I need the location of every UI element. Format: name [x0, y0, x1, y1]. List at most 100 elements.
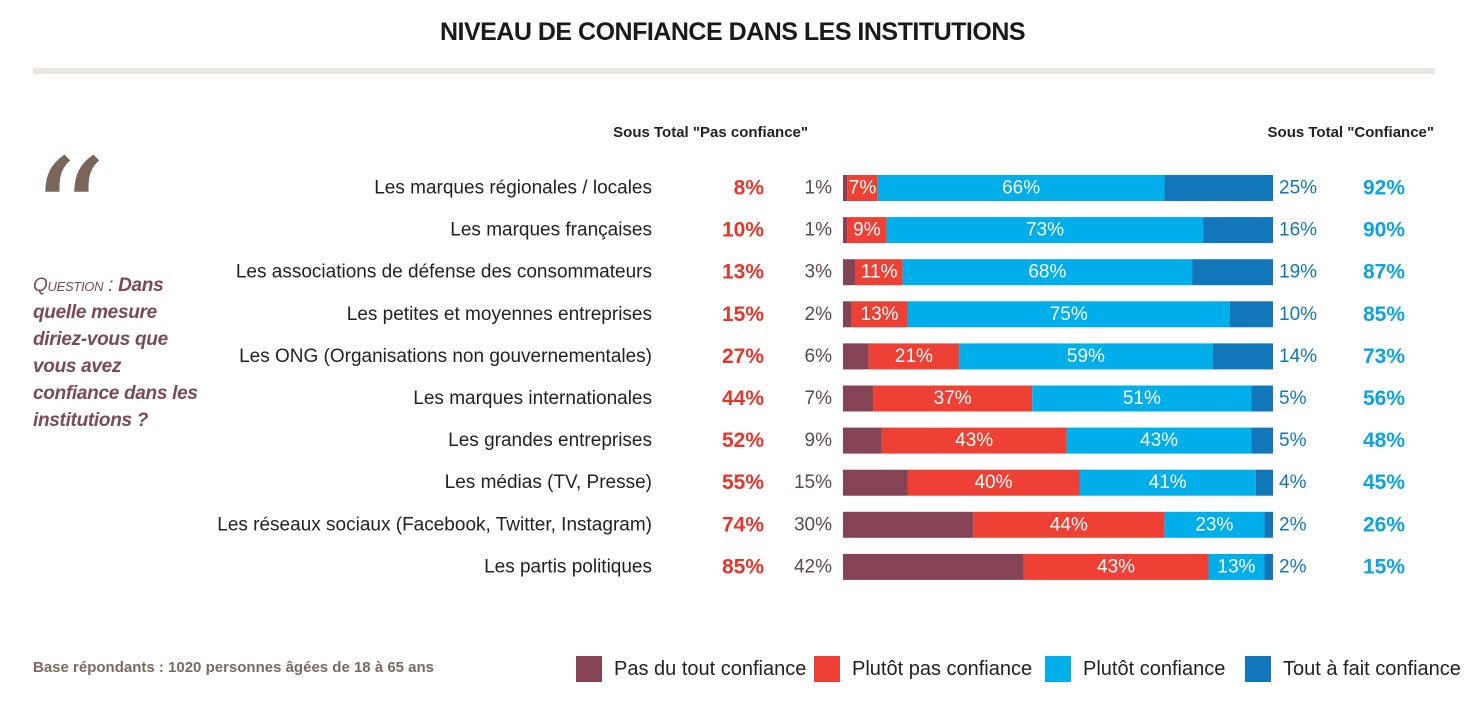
pas-du-tout-value-label: 2% [805, 304, 833, 325]
legend-label: Pas du tout confiance [614, 657, 807, 680]
category-label: Les partis politiques [484, 556, 652, 577]
bar-data-label: 23% [1195, 514, 1233, 535]
bar-segment-pas-du-tout [843, 175, 848, 201]
subtotal-confiance-value: 26% [1363, 513, 1405, 536]
subtotal-confiance-value: 90% [1363, 219, 1405, 242]
pas-du-tout-value-label: 6% [805, 346, 833, 367]
bar-segment-tout-a-fait [1164, 175, 1273, 201]
legend-swatch [1245, 656, 1271, 682]
subtotal-pas-confiance-value: 52% [722, 429, 764, 452]
bar-segment-plutot-pas [847, 217, 887, 244]
bar-data-label: 75% [1050, 304, 1088, 325]
bar-segment-plutot-pas [855, 259, 903, 286]
tout-a-fait-value-label: 14% [1279, 346, 1317, 367]
legend-swatch [814, 656, 840, 682]
bar-segment-tout-a-fait [1264, 553, 1273, 580]
bar-segment-plutot [886, 217, 1204, 244]
bar-data-label: 51% [1123, 388, 1161, 409]
bar-segment-plutot [1208, 553, 1265, 580]
bar-segment-tout-a-fait [1251, 385, 1273, 412]
tout-a-fait-value-label: 10% [1279, 304, 1317, 325]
category-label: Les marques internationales [413, 388, 652, 409]
question-block: Question : Dans quelle mesure diriez-vou… [33, 272, 208, 434]
bar-data-label: 7% [849, 178, 877, 199]
legend-label: Plutôt pas confiance [852, 657, 1033, 680]
subtotal-pas-confiance-value: 10% [722, 219, 764, 242]
bar-data-label: 11% [861, 262, 898, 283]
bar-segment-pas-du-tout [843, 511, 974, 538]
bar-segment-plutot [902, 259, 1193, 286]
category-label: Les ONG (Organisations non gouvernementa… [239, 346, 652, 367]
tout-a-fait-value-label: 5% [1279, 388, 1307, 409]
bar-segment-plutot [1032, 385, 1252, 412]
bar-segment-plutot-pas [881, 427, 1067, 454]
subtotal-confiance-value: 56% [1363, 387, 1405, 410]
bar-data-label: 13% [861, 304, 899, 325]
category-label: Les grandes entreprises [448, 430, 652, 451]
pas-du-tout-value-label: 15% [794, 472, 832, 493]
bar-segment-pas-du-tout [843, 385, 874, 412]
chart-title: NIVEAU DE CONFIANCE DANS LES INSTITUTION… [439, 18, 1026, 46]
bar-segment-pas-du-tout [843, 259, 856, 286]
footnote: Base répondants : 1020 personnes âgées d… [33, 659, 435, 676]
legend-swatch [576, 656, 602, 682]
subtotal-pas-confiance-value: 27% [722, 345, 764, 368]
pas-du-tout-value-label: 3% [805, 262, 833, 283]
bar-segment-tout-a-fait [1264, 511, 1273, 538]
bar-segment-tout-a-fait [1212, 343, 1273, 370]
legend-item-tout-a-fait: Tout à fait confiance [1245, 655, 1461, 683]
bar-segment-plutot [959, 343, 1213, 370]
subtotal-pas-confiance-value: 13% [722, 261, 764, 284]
bar-segment-plutot-pas [851, 301, 908, 328]
bar-data-label: 37% [934, 388, 972, 409]
bar-data-label: 44% [1050, 514, 1088, 535]
bar-segment-plutot [907, 301, 1230, 328]
subtotal-confiance-value: 73% [1363, 345, 1405, 368]
subtotal-pas-confiance-value: 15% [722, 303, 764, 326]
subtotal-confiance-value: 15% [1363, 555, 1405, 578]
subtotal-confiance-value: 92% [1363, 177, 1405, 200]
pas-du-tout-value-label: 42% [794, 556, 832, 577]
bar-segment-plutot-pas [847, 175, 878, 201]
legend-item-plutot: Plutôt confiance [1045, 655, 1225, 683]
question-text: Dans quelle mesure diriez-vous que vous … [33, 275, 198, 431]
bar-data-label: 43% [1140, 430, 1178, 451]
pas-du-tout-value-label: 7% [805, 388, 833, 409]
legend-item-plutot-pas: Plutôt pas confiance [814, 655, 1032, 683]
bar-segment-plutot [877, 175, 1165, 201]
pas-du-tout-value-label: 30% [794, 514, 832, 535]
stacked-bar-chart: Les marques régionales / locales 8% 7% 66% 1… [217, 175, 1405, 580]
bar-data-label: 73% [1026, 220, 1064, 241]
pas-du-tout-value-label: 9% [805, 430, 833, 451]
question-label: Question : [33, 275, 114, 296]
bar-segment-plutot-pas [873, 385, 1033, 412]
bar-segment-pas-du-tout [843, 217, 848, 244]
tout-a-fait-value-label: 5% [1279, 430, 1307, 451]
legend-item-pas-du-tout: Pas du tout confiance [576, 655, 806, 683]
subtotal-confiance-value: 45% [1363, 471, 1405, 494]
bar-segment-plutot-pas [973, 511, 1165, 538]
bar-segment-plutot [1079, 469, 1256, 496]
pas-du-tout-value-label: 1% [805, 220, 833, 241]
subtotal-pas-confiance-value: 74% [722, 513, 764, 536]
category-label: Les marques françaises [450, 220, 652, 241]
tout-a-fait-value-label: 2% [1279, 556, 1307, 577]
bar-data-label: 66% [1002, 178, 1040, 199]
subtotal-confiance-value: 48% [1363, 429, 1405, 452]
bar-segment-tout-a-fait [1203, 217, 1273, 244]
bar-data-label: 21% [895, 346, 933, 367]
category-label: Les médias (TV, Presse) [445, 472, 652, 493]
tout-a-fait-value-label: 25% [1279, 178, 1317, 199]
subtotal-confiance-value: 87% [1363, 261, 1405, 284]
bar-segment-tout-a-fait [1230, 301, 1273, 328]
bar-data-label: 13% [1217, 556, 1255, 577]
bar-segment-plutot [1066, 427, 1252, 454]
bar-data-label: 40% [974, 472, 1012, 493]
bar-data-label: 43% [955, 430, 993, 451]
bar-segment-pas-du-tout [843, 469, 908, 496]
subtotal-pas-confiance-value: 85% [722, 555, 764, 578]
bar-segment-pas-du-tout [843, 427, 882, 454]
title-divider [33, 68, 1435, 74]
bar-segment-pas-du-tout [843, 553, 1024, 580]
bar-data-label: 68% [1028, 262, 1066, 283]
